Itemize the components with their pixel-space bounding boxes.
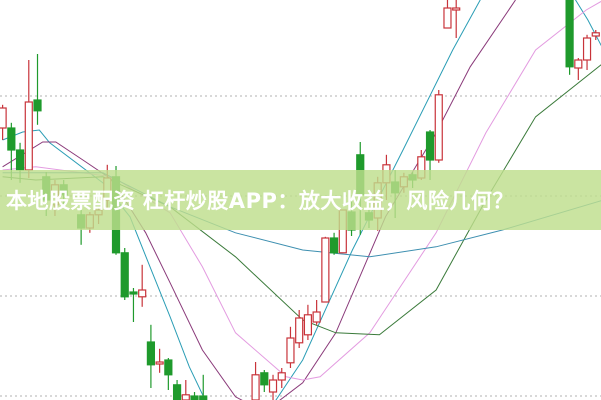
candle-body — [0, 107, 7, 129]
candle-body — [181, 394, 190, 400]
candle-up — [295, 310, 304, 348]
candle-body — [33, 99, 42, 112]
candle-down — [190, 392, 199, 400]
candle-body — [155, 361, 164, 365]
candle-up — [268, 374, 278, 400]
candle-body — [452, 7, 461, 11]
candle-down — [199, 374, 208, 400]
candle-up — [303, 304, 313, 340]
candle-body — [295, 317, 304, 344]
candle-body — [7, 127, 16, 151]
candle-down — [146, 324, 156, 388]
candle-up — [312, 300, 321, 325]
candle-body — [582, 37, 592, 61]
candle-up — [434, 90, 443, 163]
candle-up — [0, 104, 7, 140]
candle-body — [321, 237, 330, 303]
candle-body — [268, 379, 278, 393]
candle-body — [146, 341, 156, 366]
candle-body — [260, 372, 269, 386]
candle-body — [303, 314, 313, 336]
candle-up — [574, 58, 583, 80]
candle-body — [329, 237, 339, 254]
candle-up — [138, 264, 147, 307]
candle-down — [164, 358, 173, 390]
candle-body — [138, 289, 147, 298]
candle-up — [321, 236, 330, 303]
candle-body — [172, 384, 182, 400]
headline-text: 本地股票配资 杠杆炒股APP：放大收益，风险几何？ — [6, 189, 514, 213]
headline-banner: 本地股票配资 杠杆炒股APP：放大收益，风险几何？ — [0, 170, 601, 230]
candle-down — [129, 288, 138, 322]
candle-up — [24, 60, 33, 178]
candle-up — [277, 368, 286, 388]
candle-body — [190, 395, 199, 400]
candle-down — [329, 232, 339, 255]
candle-body — [286, 337, 295, 364]
candle-body — [120, 252, 129, 298]
candle-body — [277, 372, 286, 381]
candle-body — [443, 7, 452, 29]
candle-body — [129, 291, 138, 295]
candle-up — [251, 362, 260, 400]
candle-body — [425, 131, 435, 161]
candle-up — [181, 380, 190, 400]
candle-down — [172, 380, 182, 400]
candle-body — [434, 94, 443, 161]
candle-down — [260, 370, 269, 392]
candle-body — [24, 101, 33, 171]
candle-body — [199, 395, 208, 400]
candle-up — [155, 348, 164, 373]
candle-body — [574, 59, 583, 69]
candle-body — [312, 311, 321, 323]
candle-up — [452, 0, 461, 38]
candle-up — [591, 30, 600, 40]
candle-down — [565, 0, 574, 75]
candle-body — [591, 32, 600, 37]
candle-up — [582, 34, 592, 70]
candle-up — [286, 326, 295, 368]
candle-body — [164, 359, 173, 376]
candle-down — [33, 54, 42, 125]
candle-down — [120, 248, 129, 300]
candle-body — [565, 0, 574, 68]
candle-body — [15, 149, 25, 171]
candle-up — [443, 0, 452, 29]
candle-body — [251, 374, 260, 400]
